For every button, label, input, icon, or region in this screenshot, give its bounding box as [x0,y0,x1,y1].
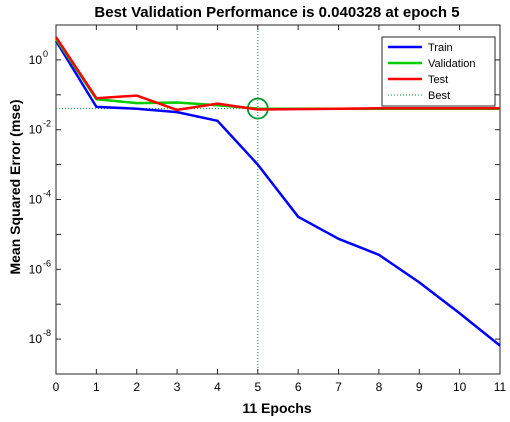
x-tick-label: 7 [335,380,342,394]
legend-label-test: Test [428,74,448,86]
x-tick-label: 0 [53,380,60,394]
series-line-test [54,36,500,112]
y-tick-exponent: -8 [43,328,51,338]
legend: Train Validation Test Best [381,36,496,107]
y-tick-label: 10 [29,332,43,346]
legend-label-best: Best [428,90,450,102]
y-tick-exponent: -4 [43,189,51,199]
x-axis-ticks: 0 1 2 3 4 5 6 7 8 9 10 11 [53,25,507,394]
x-tick-label: 3 [174,380,181,394]
x-tick-label: 6 [295,380,302,394]
legend-label-validation: Validation [428,58,476,70]
x-tick-label: 4 [214,380,221,394]
x-tick-label: 10 [453,380,467,394]
x-tick-label: 2 [133,380,140,394]
x-tick-label: 5 [254,380,261,394]
series-line-train [54,40,501,347]
series-group [54,36,501,347]
legend-label-train: Train [428,42,453,54]
x-tick-label: 9 [416,380,423,394]
y-tick-label: 10 [29,53,43,67]
y-tick-exponent: -2 [43,119,51,129]
y-tick-label: 10 [29,193,43,207]
y-tick-exponent: 0 [43,49,48,59]
y-tick-label: 10 [29,262,43,276]
y-tick-exponent: -6 [43,258,51,268]
x-axis-label: 11 Epochs [242,400,311,416]
y-axis-label: Mean Squared Error (mse) [7,99,23,274]
x-tick-label: 11 [494,380,507,394]
chart-title: Best Validation Performance is 0.040328 … [94,4,459,21]
x-tick-label: 8 [376,380,383,394]
x-tick-label: 1 [93,380,100,394]
y-tick-label: 10 [29,123,43,137]
